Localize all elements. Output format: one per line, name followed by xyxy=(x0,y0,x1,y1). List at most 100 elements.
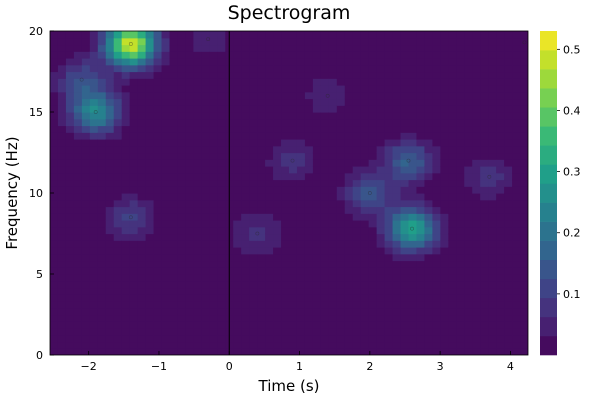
heat-cell xyxy=(153,37,163,46)
heat-cell xyxy=(440,85,449,93)
heat-cell xyxy=(416,213,426,221)
heat-cell xyxy=(89,287,99,295)
heat-cell xyxy=(161,321,171,329)
heat-cell xyxy=(520,253,528,262)
heat-cell xyxy=(113,341,123,349)
heat-cell xyxy=(257,301,266,309)
heat-cell xyxy=(408,220,418,228)
heat-cell xyxy=(137,31,147,39)
heat-cell xyxy=(73,31,83,39)
heat-cell xyxy=(344,145,354,154)
heat-cell xyxy=(432,179,441,187)
heat-cell xyxy=(241,186,250,194)
heat-cell xyxy=(265,341,274,349)
heat-cell xyxy=(312,253,322,262)
heat-cell xyxy=(424,85,433,93)
y-tick-label: 0 xyxy=(36,349,43,362)
heat-cell xyxy=(376,206,386,214)
heat-cell xyxy=(424,179,433,187)
heat-cell xyxy=(153,91,163,100)
heat-cell xyxy=(113,37,123,46)
heat-cell xyxy=(273,274,282,282)
heat-cell xyxy=(432,85,441,93)
heat-cell xyxy=(81,348,91,355)
heat-cell xyxy=(512,78,521,86)
heat-cell xyxy=(129,118,139,127)
heat-cell xyxy=(496,294,505,302)
heat-cell xyxy=(432,226,441,235)
heat-cell xyxy=(400,321,410,329)
heat-cell xyxy=(360,199,370,208)
heat-cell xyxy=(89,334,99,343)
heat-cell xyxy=(384,240,394,248)
heat-cell xyxy=(241,294,250,302)
heat-cell xyxy=(249,307,258,316)
heat-cell xyxy=(488,159,497,167)
heat-cell xyxy=(296,172,306,181)
heat-cell xyxy=(145,253,155,262)
heat-cell xyxy=(137,199,147,208)
heat-cell xyxy=(488,166,497,174)
heat-cell xyxy=(281,193,290,201)
heat-cell xyxy=(177,220,187,228)
heat-cell xyxy=(137,37,147,46)
heat-cell xyxy=(440,294,449,302)
heat-cell xyxy=(289,314,298,322)
heat-cell xyxy=(73,105,83,113)
heat-cell xyxy=(129,98,139,106)
heat-cell xyxy=(464,267,473,275)
heat-cell xyxy=(440,71,449,79)
heat-cell xyxy=(360,193,370,201)
heat-cell xyxy=(73,334,83,343)
heat-cell xyxy=(520,125,528,133)
heat-cell xyxy=(289,301,298,309)
heat-cell xyxy=(464,334,473,343)
heat-cell xyxy=(440,328,449,336)
heat-cell xyxy=(105,98,115,106)
heat-cell xyxy=(193,314,202,322)
heat-cell xyxy=(448,348,457,355)
heat-cell xyxy=(121,58,131,66)
heat-cell xyxy=(384,267,394,275)
heat-cell xyxy=(257,193,266,201)
heat-cell xyxy=(320,294,330,302)
heat-cell xyxy=(312,321,322,329)
heat-cell xyxy=(384,179,394,187)
heat-cell xyxy=(416,105,426,113)
heat-cell xyxy=(177,247,187,255)
heat-cell xyxy=(97,328,107,336)
heat-cell xyxy=(73,91,83,100)
heat-cell xyxy=(193,179,202,187)
heat-cell xyxy=(328,253,338,262)
heat-cell xyxy=(265,274,274,282)
heat-cell xyxy=(145,267,155,275)
colorbar-band xyxy=(540,297,557,318)
heat-cell xyxy=(320,125,330,133)
heat-cell xyxy=(289,348,298,355)
heat-cell xyxy=(257,125,266,133)
heat-cell xyxy=(376,71,386,79)
heat-cell xyxy=(304,294,314,302)
heat-cell xyxy=(400,233,410,241)
heat-cell xyxy=(344,31,354,39)
heat-cell xyxy=(97,64,107,73)
heat-cell xyxy=(145,186,155,194)
heat-cell xyxy=(336,193,346,201)
heat-cell xyxy=(480,287,489,295)
heat-cell xyxy=(129,71,139,79)
heat-cell xyxy=(376,287,386,295)
heat-cell xyxy=(392,132,402,140)
heat-cell xyxy=(384,280,394,289)
heat-cell xyxy=(320,31,330,39)
heat-cell xyxy=(249,91,258,100)
heat-cell xyxy=(193,85,202,93)
heat-cell xyxy=(440,91,449,100)
heat-cell xyxy=(113,132,123,140)
heat-cell xyxy=(50,132,59,140)
heat-cell xyxy=(504,287,513,295)
heat-cell xyxy=(273,267,282,275)
heat-cell xyxy=(504,328,513,336)
heat-cell xyxy=(193,260,202,268)
heat-cell xyxy=(360,112,370,120)
heat-cell xyxy=(352,166,362,174)
